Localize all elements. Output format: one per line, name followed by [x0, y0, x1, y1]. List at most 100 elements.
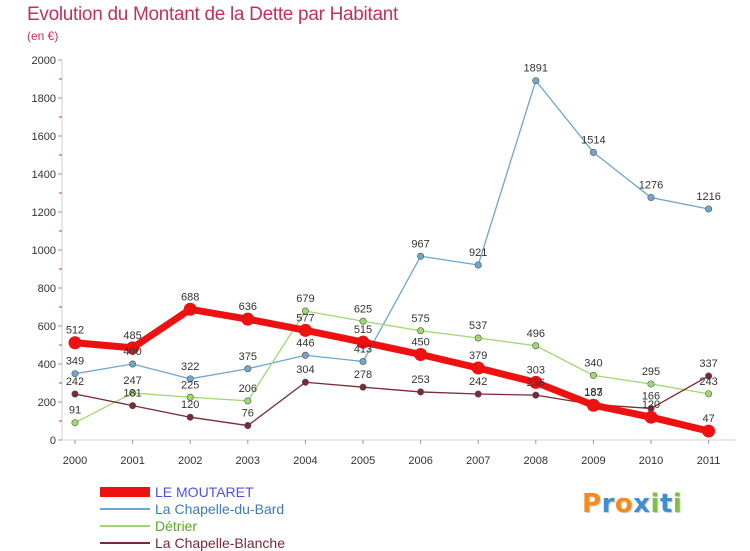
data-point: [244, 422, 252, 430]
data-label: 247: [123, 375, 141, 387]
series-labels-0: 512 485 688 636 577 515 450 379 303 183 120 47: [66, 291, 715, 425]
data-point: [647, 194, 655, 202]
data-point: [705, 372, 713, 380]
data-label: 303: [527, 364, 545, 376]
data-point: [532, 342, 540, 350]
y-tick-label: 200: [38, 397, 56, 409]
data-label: 181: [123, 388, 141, 400]
data-label: 1216: [696, 191, 720, 203]
data-point: [474, 390, 482, 398]
data-point: [71, 390, 79, 398]
series-labels-3: 242 181 120 76 304 278 253 242 236 187 166 337: [66, 358, 718, 420]
data-label: 575: [411, 313, 429, 325]
y-tick-label: 400: [38, 359, 56, 371]
data-label: 76: [242, 408, 254, 420]
chart-title: Evolution du Montant de la Dette par Hab…: [27, 4, 398, 25]
data-point: [183, 302, 197, 316]
data-point: [359, 358, 367, 366]
data-point: [529, 375, 543, 389]
data-label: 379: [469, 350, 487, 362]
data-point: [186, 413, 194, 421]
series-0: [68, 302, 716, 438]
data-label: 304: [296, 364, 314, 376]
data-point: [126, 341, 140, 355]
series-labels-1: 349 400 322 375 446 413 967 921 1891 1514 1276 1216: [66, 63, 721, 373]
x-tick-label: 2005: [351, 455, 375, 467]
data-label: 688: [181, 291, 199, 303]
data-label: 242: [66, 376, 84, 388]
logo-letter: i: [672, 489, 683, 519]
legend-swatch: [100, 542, 150, 544]
data-label: 337: [699, 358, 717, 370]
x-tick-label: 2000: [63, 455, 87, 467]
data-label: 450: [411, 337, 429, 349]
y-tick-label: 1800: [32, 93, 56, 105]
y-tick-label: 0: [50, 435, 56, 447]
data-point: [532, 391, 540, 399]
legend-item: La Chapelle-du-Bard: [100, 501, 284, 517]
x-tick-label: 2003: [236, 455, 260, 467]
logo-letter: i: [650, 489, 660, 519]
data-point: [359, 317, 367, 325]
data-label: 120: [181, 399, 199, 411]
data-label: 278: [354, 369, 372, 381]
series-labels-2: 91 247 225 206 679 625 575 537 496 340 295 243: [69, 293, 718, 417]
data-point: [129, 360, 137, 368]
data-label: 485: [123, 330, 141, 342]
data-point: [586, 398, 600, 412]
x-tick-label: 2006: [408, 455, 432, 467]
data-point: [417, 252, 425, 260]
logo-letter: o: [614, 489, 634, 519]
x-tick-label: 2001: [120, 455, 144, 467]
data-point: [474, 261, 482, 269]
data-point: [647, 380, 655, 388]
data-point: [417, 327, 425, 335]
y-tick-label: 600: [38, 321, 56, 333]
x-tick-label: 2009: [581, 455, 605, 467]
data-label: 679: [296, 293, 314, 305]
data-label: 183: [584, 387, 602, 399]
data-point: [301, 351, 309, 359]
data-point: [244, 365, 252, 373]
data-point: [186, 393, 194, 401]
data-label: 166: [642, 390, 660, 402]
y-tick-label: 800: [38, 283, 56, 295]
data-label: 577: [296, 312, 314, 324]
data-label: 340: [584, 357, 602, 369]
data-point: [702, 424, 716, 438]
x-tick-label: 2004: [293, 455, 317, 467]
data-point: [71, 370, 79, 378]
data-label: 253: [411, 374, 429, 386]
data-point: [356, 335, 370, 349]
data-label: 91: [69, 405, 81, 417]
data-point: [644, 410, 658, 424]
data-point: [68, 336, 82, 350]
data-label: 1891: [524, 63, 548, 75]
data-label: 1514: [581, 134, 605, 146]
data-label: 295: [642, 366, 660, 378]
x-tick-label: 2002: [178, 455, 202, 467]
legend-label: LE MOUTARET: [155, 484, 254, 500]
series-3: [71, 372, 713, 430]
series-line: [71, 305, 713, 435]
logo-letter: t: [659, 489, 673, 519]
series-1: [71, 77, 713, 383]
data-label: 413: [354, 344, 372, 356]
data-label: 375: [239, 351, 257, 363]
data-label: 496: [527, 328, 545, 340]
data-point: [129, 402, 137, 410]
data-point: [186, 375, 194, 383]
legend-swatch: [100, 525, 150, 527]
data-label: 47: [702, 413, 714, 425]
y-tick-label: 2000: [32, 55, 56, 67]
data-label: 967: [411, 238, 429, 250]
data-point: [298, 323, 312, 337]
data-label: 625: [354, 303, 372, 315]
x-tick-label: 2007: [466, 455, 490, 467]
data-label: 921: [469, 247, 487, 259]
data-point: [705, 390, 713, 398]
data-label: 349: [66, 356, 84, 368]
series-line: [74, 375, 710, 427]
data-point: [474, 334, 482, 342]
